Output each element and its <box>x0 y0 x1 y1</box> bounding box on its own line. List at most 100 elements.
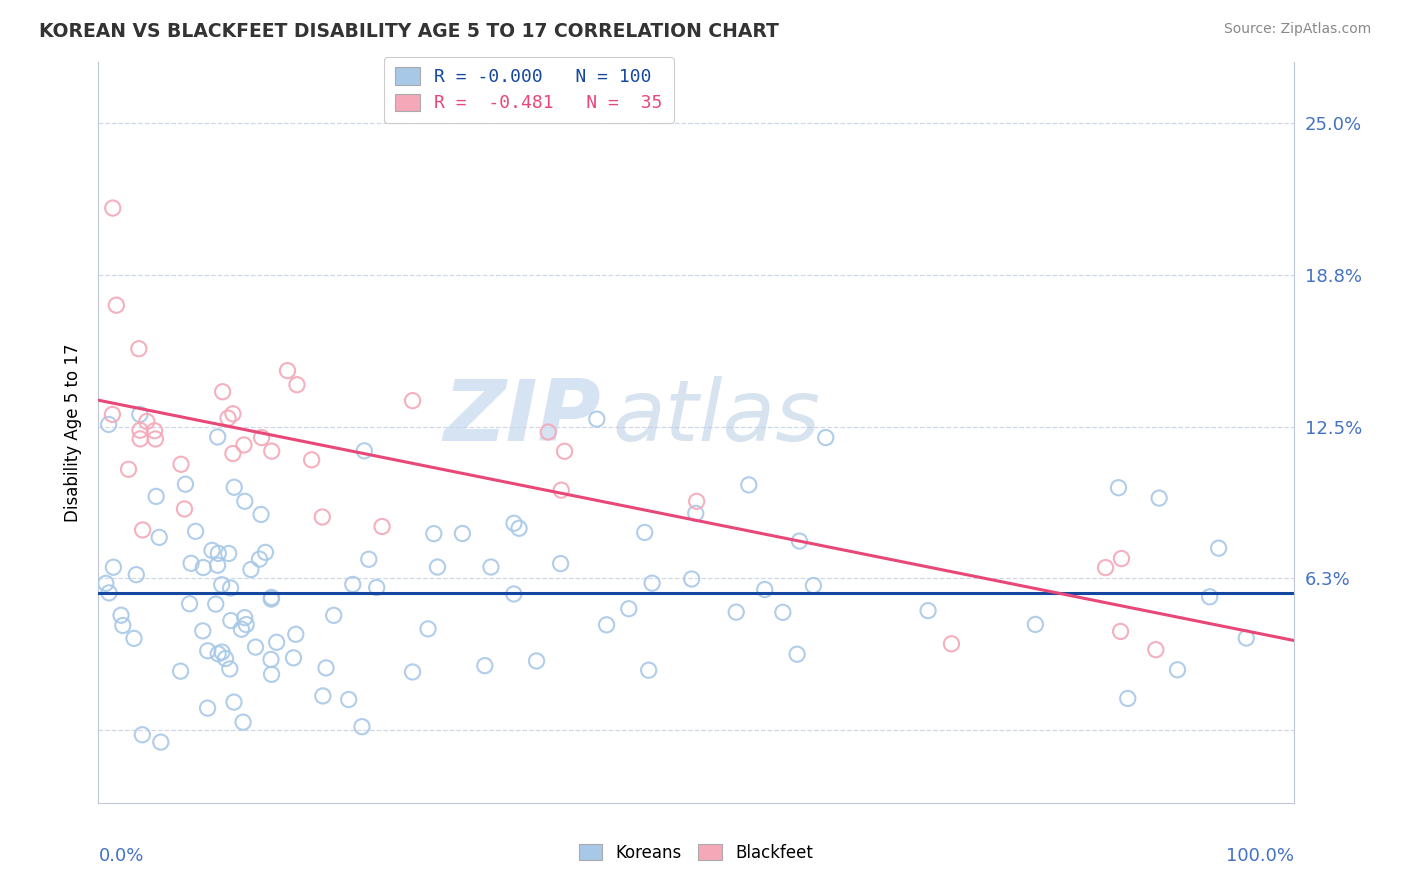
Point <box>789 534 811 549</box>
Point <box>1111 551 1133 566</box>
Point <box>105 298 128 312</box>
Point <box>266 635 288 649</box>
Point <box>814 431 837 445</box>
Point <box>122 632 145 646</box>
Point <box>416 622 439 636</box>
Point <box>502 587 524 601</box>
Point <box>260 591 283 605</box>
Point <box>235 617 257 632</box>
Point <box>219 581 242 595</box>
Point <box>232 715 254 730</box>
Point <box>218 662 240 676</box>
Point <box>1116 691 1139 706</box>
Point <box>474 658 496 673</box>
Point <box>276 364 298 378</box>
Point <box>1198 590 1220 604</box>
Point <box>131 523 153 537</box>
Point <box>537 425 560 439</box>
Text: KOREAN VS BLACKFEET DISABILITY AGE 5 TO 17 CORRELATION CHART: KOREAN VS BLACKFEET DISABILITY AGE 5 TO … <box>39 22 779 41</box>
Point <box>479 560 502 574</box>
Point <box>260 652 283 666</box>
Point <box>786 647 808 661</box>
Point <box>219 614 242 628</box>
Point <box>371 519 394 533</box>
Point <box>169 664 191 678</box>
Text: atlas: atlas <box>613 376 820 459</box>
Point <box>254 545 277 559</box>
Point <box>423 526 446 541</box>
Point <box>554 444 576 458</box>
Point <box>350 720 373 734</box>
Point <box>197 701 219 715</box>
Point <box>1144 642 1167 657</box>
Point <box>1166 663 1188 677</box>
Point <box>103 560 125 574</box>
Point <box>917 604 939 618</box>
Point <box>401 393 423 408</box>
Point <box>1024 617 1046 632</box>
Point <box>174 477 197 491</box>
Point <box>94 576 117 591</box>
Point <box>315 661 337 675</box>
Point <box>1234 631 1257 645</box>
Point <box>173 502 195 516</box>
Point <box>1108 481 1130 495</box>
Point <box>135 415 157 429</box>
Point <box>249 552 271 566</box>
Point <box>128 342 150 356</box>
Point <box>312 689 335 703</box>
Point <box>634 525 657 540</box>
Point <box>111 618 134 632</box>
Point <box>97 417 120 432</box>
Point <box>617 601 640 615</box>
Point <box>250 431 273 445</box>
Point <box>686 494 709 508</box>
Point <box>101 201 124 215</box>
Point <box>311 510 333 524</box>
Point <box>342 577 364 591</box>
Point <box>284 627 307 641</box>
Point <box>283 650 305 665</box>
Point <box>1208 541 1230 555</box>
Point <box>353 443 375 458</box>
Point <box>1109 624 1132 639</box>
Point <box>803 578 825 592</box>
Point <box>143 424 166 438</box>
Text: ZIP: ZIP <box>443 376 600 459</box>
Point <box>503 516 526 531</box>
Point <box>550 557 572 571</box>
Text: Source: ZipAtlas.com: Source: ZipAtlas.com <box>1223 22 1371 37</box>
Point <box>145 490 167 504</box>
Point <box>585 412 607 426</box>
Point <box>148 530 170 544</box>
Point <box>250 508 273 522</box>
Point <box>637 663 659 677</box>
Point <box>941 637 963 651</box>
Point <box>233 438 256 452</box>
Point <box>260 592 283 607</box>
Point <box>738 478 761 492</box>
Point <box>128 408 150 422</box>
Point <box>211 384 233 399</box>
Point <box>366 581 388 595</box>
Point <box>207 558 229 573</box>
Point <box>125 567 148 582</box>
Point <box>550 483 572 498</box>
Point <box>772 605 794 619</box>
Point <box>217 411 239 425</box>
Point <box>508 521 530 535</box>
Point <box>233 494 256 508</box>
Point <box>129 432 152 446</box>
Point <box>401 665 423 679</box>
Point <box>149 735 172 749</box>
Point <box>337 692 360 706</box>
Point <box>193 560 215 574</box>
Point <box>207 546 229 560</box>
Point <box>357 552 380 566</box>
Point <box>595 617 617 632</box>
Point <box>180 557 202 571</box>
Point <box>222 446 245 460</box>
Point <box>222 407 245 421</box>
Point <box>754 582 776 597</box>
Point <box>301 453 323 467</box>
